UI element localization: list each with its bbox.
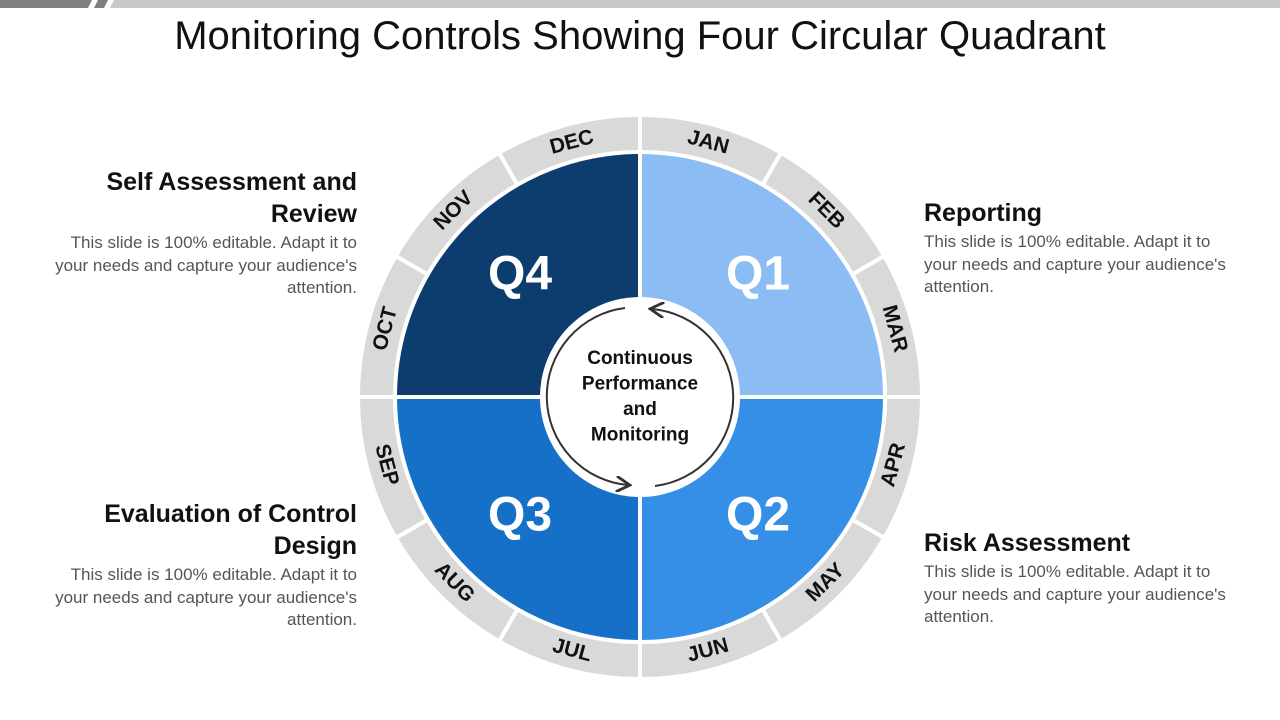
- center-line: Monitoring: [591, 425, 689, 446]
- top-bar: [0, 0, 92, 8]
- center-disc: [540, 297, 740, 497]
- quadrant-label: Q2: [726, 489, 790, 542]
- center-line: Continuous: [587, 348, 693, 369]
- body: This slide is 100% editable. Adapt it to…: [55, 565, 357, 629]
- top-bar: [110, 0, 1280, 8]
- center-line: Performance: [582, 374, 698, 395]
- quadrant-label: Q4: [488, 248, 552, 301]
- body: This slide is 100% editable. Adapt it to…: [924, 562, 1226, 626]
- center-text: Continuous Performance and Monitoring: [582, 348, 698, 446]
- title: Monitoring Controls Showing Four Circula…: [174, 14, 1106, 58]
- text-block: Reporting This slide is 100% editable. Ad…: [924, 197, 1244, 299]
- text-block: Self Assessment and Review This slide is …: [37, 166, 357, 300]
- quadrant-label: Q3: [488, 489, 552, 542]
- heading: Self Assessment and Review: [106, 168, 357, 228]
- top-bar: [94, 0, 108, 8]
- heading: Risk Assessment: [924, 529, 1131, 557]
- text-block: Evaluation of Control Design This slide i…: [37, 498, 357, 632]
- cycle-arrow: [652, 309, 735, 487]
- body: This slide is 100% editable. Adapt it to…: [924, 232, 1226, 296]
- heading: Evaluation of Control Design: [104, 500, 357, 560]
- body: This slide is 100% editable. Adapt it to…: [55, 233, 357, 297]
- text-block: Risk Assessment This slide is 100% editab…: [924, 527, 1244, 629]
- quadrant-label: Q1: [726, 248, 790, 301]
- cycle-arrow: [545, 307, 628, 485]
- center-line: and: [623, 399, 657, 420]
- heading: Reporting: [924, 199, 1043, 227]
